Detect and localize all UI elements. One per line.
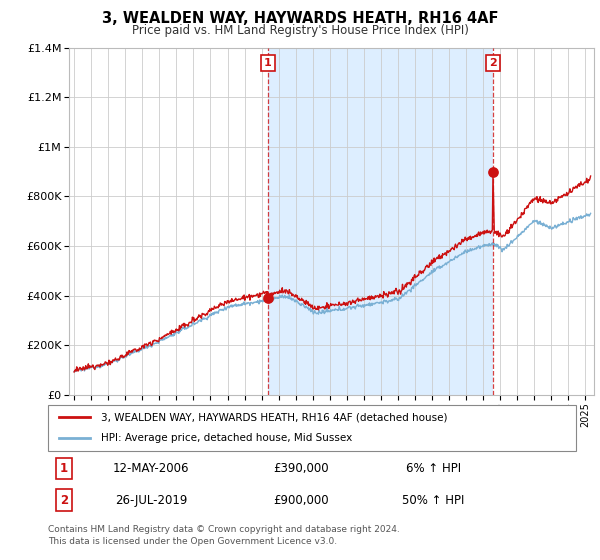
Text: Contains HM Land Registry data © Crown copyright and database right 2024.: Contains HM Land Registry data © Crown c… — [48, 525, 400, 534]
Text: 1: 1 — [264, 58, 272, 68]
Point — [263, 293, 273, 302]
Text: 3, WEALDEN WAY, HAYWARDS HEATH, RH16 4AF (detached house): 3, WEALDEN WAY, HAYWARDS HEATH, RH16 4AF… — [101, 412, 448, 422]
Text: HPI: Average price, detached house, Mid Sussex: HPI: Average price, detached house, Mid … — [101, 433, 352, 444]
Bar — [268, 48, 493, 395]
FancyBboxPatch shape — [48, 405, 576, 451]
Text: 6% ↑ HPI: 6% ↑ HPI — [406, 462, 461, 475]
Text: 26-JUL-2019: 26-JUL-2019 — [115, 493, 187, 507]
Point — [488, 167, 497, 176]
Text: 2: 2 — [489, 58, 497, 68]
Text: £900,000: £900,000 — [274, 493, 329, 507]
Text: 12-MAY-2006: 12-MAY-2006 — [113, 462, 189, 475]
Text: 2: 2 — [60, 493, 68, 507]
Text: 3, WEALDEN WAY, HAYWARDS HEATH, RH16 4AF: 3, WEALDEN WAY, HAYWARDS HEATH, RH16 4AF — [102, 11, 498, 26]
Text: 50% ↑ HPI: 50% ↑ HPI — [402, 493, 464, 507]
Text: 1: 1 — [60, 462, 68, 475]
Text: Price paid vs. HM Land Registry's House Price Index (HPI): Price paid vs. HM Land Registry's House … — [131, 24, 469, 36]
Text: This data is licensed under the Open Government Licence v3.0.: This data is licensed under the Open Gov… — [48, 537, 337, 546]
Text: £390,000: £390,000 — [274, 462, 329, 475]
